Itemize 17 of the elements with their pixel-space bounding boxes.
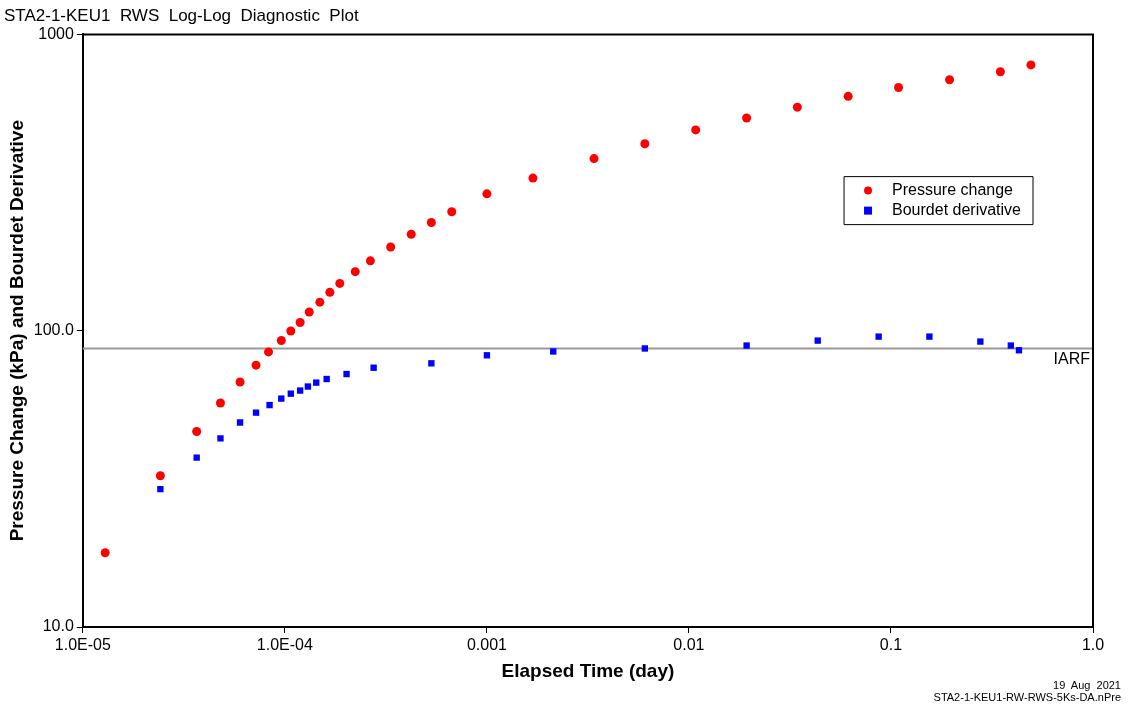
x-axis-title: Elapsed Time (day) <box>501 659 675 681</box>
y-tick-label: 1000 <box>38 24 74 42</box>
x-tick-label: 0.001 <box>466 636 508 654</box>
legend-label: Pressure change <box>892 181 1014 199</box>
text: 19 Aug 2021 <box>1053 678 1121 691</box>
x-tick-label: 1.0E-05 <box>54 636 111 654</box>
y-tick-label: 10.0 <box>42 617 74 635</box>
text: STA2-1-KEU1-RW-RWS-5Ks-DA.nPre <box>933 690 1121 703</box>
x-tick-label: 0.1 <box>879 636 903 654</box>
ref-line-label: IARF <box>1053 350 1091 368</box>
x-tick-label: 1.0 <box>1081 636 1105 654</box>
y-axis-title: Pressure Change (kPa) and Bourdet Derivative <box>5 120 27 542</box>
x-tick-label: 1.0E-04 <box>256 636 313 654</box>
legend-label: Bourdet derivative <box>892 201 1022 219</box>
x-tick-label: 0.01 <box>673 636 705 654</box>
y-tick-label: 100.0 <box>33 321 74 339</box>
chart-title: STA2-1-KEU1 RWS Log-Log Diagnostic Plot <box>4 5 359 25</box>
